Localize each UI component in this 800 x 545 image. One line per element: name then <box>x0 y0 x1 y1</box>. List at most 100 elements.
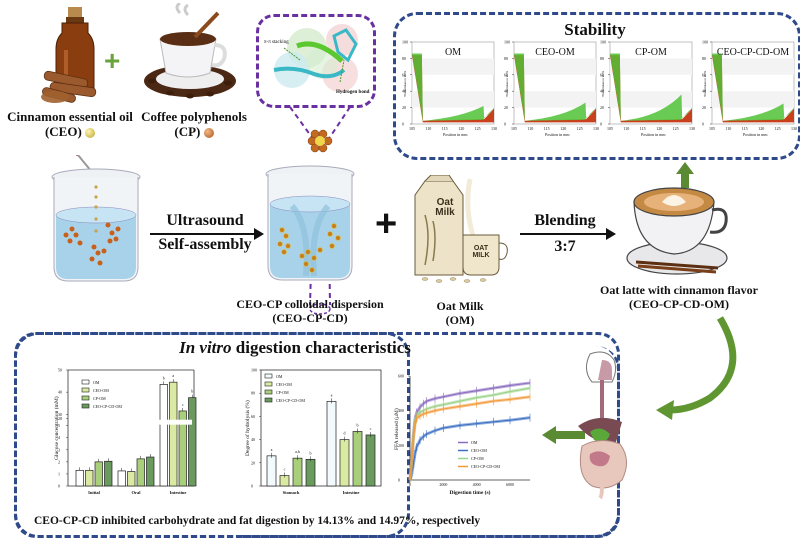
hydrolysis-sig-letter: c <box>370 426 372 431</box>
carton-text-oat: Oat <box>436 197 454 208</box>
hydrolysis-legend-swatch <box>264 373 273 379</box>
stability-xlabel: Position in mm <box>545 132 570 137</box>
glucose-ytick: 0 <box>58 484 60 489</box>
stability-green-trace <box>514 53 596 121</box>
glucose-ytick: 5 <box>58 423 60 428</box>
arrow-left-shaft <box>555 431 585 439</box>
digestion-title: In vitro digestion characteristics <box>160 338 430 358</box>
hydrolysis-frame <box>260 369 382 487</box>
stability-panel-om: 0 20 40 60 80 100 105 110 115 120 125 130 Position i… <box>402 40 497 137</box>
dispersion-label: CEO-CP colloidal dispersion (CEO-CP-CD) <box>220 297 400 326</box>
glucose-legend-swatch <box>81 379 90 385</box>
cp-name: Coffee polyphenols <box>141 109 247 124</box>
cinnamon-oil-illustration <box>40 5 110 105</box>
stability-ytick: 40 <box>504 89 508 94</box>
hydrolysis-bar <box>305 458 316 487</box>
hydrolysis-ytick: 100 <box>251 368 257 373</box>
ffa-xtick: 6000 <box>506 482 514 487</box>
dispersion-name: CEO-CP colloidal dispersion <box>236 297 384 311</box>
hydrolysis-legend-label: OM <box>276 374 283 379</box>
ffa-xlabel: Digestion time (s) <box>450 489 491 496</box>
ffa-legend-label: CEO-CP-CD-OM <box>471 464 500 469</box>
hydrolysis-bar <box>326 400 337 487</box>
ffa-ytick: 400 <box>398 408 404 413</box>
glucose-bar <box>136 458 145 487</box>
arrow-left-from-digestive <box>542 426 556 444</box>
oat-milk-illustration <box>405 174 510 285</box>
glucose-sig-letter: c <box>182 402 184 407</box>
stability-grid-band <box>610 58 692 75</box>
stability-ytick: 20 <box>600 105 604 110</box>
blending-label: Blending <box>534 212 596 229</box>
hydrolysis-ytick: 0 <box>251 484 253 489</box>
glucose-bar <box>146 456 155 487</box>
stability-xlabel: Position in mm <box>641 132 666 137</box>
stability-xtick: 105 <box>409 126 415 131</box>
cp-particle-icon <box>203 127 214 138</box>
hydrolysis-xtick: Stomach <box>283 490 300 495</box>
glucose-xtick: Intestine <box>170 490 187 495</box>
glucose-bar <box>159 384 168 487</box>
cup-text: OAT MILK <box>472 245 490 259</box>
stability-xtick: 120 <box>458 126 464 131</box>
ceo-abbr-row: (CEO) <box>0 123 140 140</box>
stability-xtick: 130 <box>491 126 497 131</box>
glucose-bar <box>169 381 178 487</box>
ceo-label: Cinnamon essential oil (CEO) <box>0 109 140 140</box>
stability-ytick: 100 <box>402 40 408 45</box>
latte-abbr: (CEO-CP-CD-OM) <box>629 296 729 311</box>
digestion-frame-top <box>14 332 620 538</box>
glucose-legend-label: CEO-CP-CD-OM <box>93 404 122 409</box>
digestive-system-illustration <box>572 350 632 500</box>
glucose-xtick: Oral <box>132 490 142 495</box>
ceo-particle-icon <box>85 127 96 138</box>
stability-xtick: 115 <box>640 126 646 131</box>
ffa-xtick: 4000 <box>473 482 481 487</box>
glucose-bar <box>85 469 94 487</box>
hydrolysis-bar <box>292 457 303 487</box>
pi-stacking-label: π-π stacking <box>264 40 289 45</box>
stability-panel-title: CP-OM <box>635 47 667 58</box>
glucose-ytick: 28 <box>58 416 62 421</box>
stability-frame <box>393 12 800 160</box>
conclusion-text: CEO-CP-CD inhibited carbohydrate and fat… <box>34 515 481 527</box>
ceo-abbr: (CEO) <box>44 123 82 139</box>
glucose-sig-letter: a <box>172 373 174 378</box>
hydrolysis-ytick: 40 <box>251 437 255 442</box>
coffee-cup-illustration <box>140 1 240 103</box>
ffa-series-line <box>409 382 531 481</box>
latte-cup-illustration <box>622 180 732 280</box>
digestion-title-rest: digestion characteristics <box>231 338 411 357</box>
ceo-name: Cinnamon essential oil <box>7 109 133 124</box>
hydrolysis-sig-letter: b <box>310 450 312 455</box>
stability-xtick: 105 <box>607 126 613 131</box>
plus-sign-green: + <box>104 45 121 76</box>
stability-xtick: 120 <box>560 126 566 131</box>
glucose-ytick: 30 <box>58 412 62 417</box>
stability-xtick: 115 <box>442 126 448 131</box>
stability-title: Stability <box>564 20 626 39</box>
glucose-bar <box>188 397 197 487</box>
molecular-docking-image <box>262 18 372 104</box>
glucose-legend-label: CEO-OM <box>93 388 109 393</box>
carton-text-milk: Milk <box>435 207 455 218</box>
ffa-xtick: 0 <box>409 482 411 487</box>
stability-xlabel: Position in mm <box>443 132 468 137</box>
stability-xtick: 105 <box>709 126 715 131</box>
glucose-bar <box>104 460 113 487</box>
stability-xtick: 130 <box>689 126 695 131</box>
stability-xtick: 125 <box>475 126 481 131</box>
glucose-ytick: 2 <box>58 459 60 464</box>
cp-label: Coffee polyphenols (CP) <box>132 109 256 140</box>
stability-ytick: 40 <box>600 89 604 94</box>
stability-plot-frame <box>609 41 693 125</box>
beaker-dispersion <box>262 160 358 286</box>
hydrolysis-legend-label: CEO-CP-CD-OM <box>276 398 305 403</box>
ffa-ytick: 600 <box>398 374 404 379</box>
ffa-series-band <box>408 416 531 481</box>
blending-arrow-head <box>606 228 616 240</box>
stability-ytick: 80 <box>402 56 406 61</box>
stability-panel-title: OM <box>445 47 461 58</box>
stability-xtick: 110 <box>623 126 629 131</box>
